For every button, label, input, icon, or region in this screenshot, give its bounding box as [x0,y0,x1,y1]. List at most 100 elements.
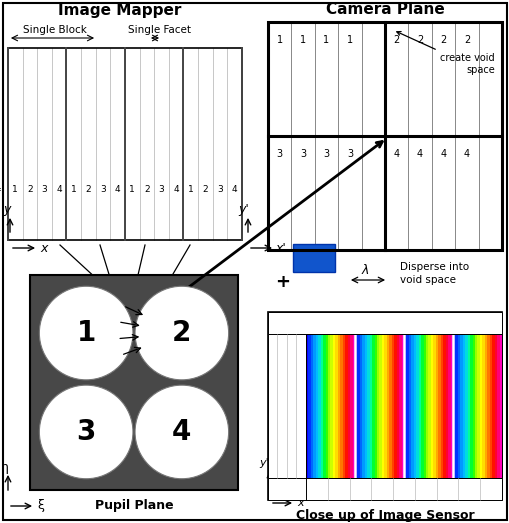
Bar [476,334,479,478]
Bar [437,334,440,478]
Bar [293,244,334,272]
Bar [464,334,467,478]
Text: y': y' [259,458,268,468]
Bar [386,334,389,478]
Text: 2: 2 [393,35,399,45]
Text: 4: 4 [56,186,62,195]
Bar [411,334,413,478]
Bar [8,48,242,240]
Bar [472,334,474,478]
Text: 2: 2 [439,35,446,45]
Bar [467,334,470,478]
Bar [445,334,448,478]
Text: 1: 1 [129,186,135,195]
Bar [332,334,335,478]
Bar [391,334,394,478]
Bar [349,334,352,478]
Text: Close up of Image Sensor: Close up of Image Sensor [295,508,473,521]
Text: +: + [275,273,290,291]
Circle shape [39,385,133,479]
Bar [489,334,492,478]
Bar [408,334,411,478]
Bar [460,334,462,478]
Text: 2: 2 [202,186,208,195]
Bar [323,334,325,478]
Text: x': x' [297,498,306,508]
Text: η: η [1,460,9,473]
Bar [372,334,374,478]
Text: 2: 2 [86,186,91,195]
Bar [320,334,323,478]
Text: Disperse into: Disperse into [399,262,468,272]
Text: 3: 3 [346,149,352,159]
Text: x: x [40,242,48,255]
Circle shape [39,286,133,380]
Bar [308,334,311,478]
Text: y: y [3,203,11,217]
Bar [347,334,350,478]
Bar [428,334,431,478]
Bar [366,334,370,478]
Bar [267,478,501,500]
Text: 4: 4 [393,149,399,159]
Bar [337,334,340,478]
Text: 4: 4 [416,149,422,159]
Bar [457,334,460,478]
Bar [403,334,406,478]
Text: 3: 3 [323,149,329,159]
Bar [494,334,497,478]
Bar [318,334,321,478]
Text: ξ: ξ [38,499,44,513]
Bar [305,334,501,478]
Text: 4: 4 [463,149,469,159]
Bar [440,334,443,478]
Bar [433,334,436,478]
Bar [352,334,355,478]
Bar [479,334,482,478]
Bar [359,334,362,478]
Bar [384,334,387,478]
Bar [267,334,305,478]
Bar [462,334,465,478]
Bar [310,334,313,478]
Bar [482,334,485,478]
Bar [361,334,364,478]
Bar [345,334,348,478]
Text: 1: 1 [188,186,193,195]
Bar [418,334,421,478]
Bar [447,334,450,478]
Text: 3: 3 [76,418,96,446]
Bar [455,334,458,478]
Text: Image Mapper: Image Mapper [58,3,181,17]
Bar [374,334,377,478]
Text: Single Facet: Single Facet [128,25,191,35]
Bar [415,334,418,478]
Text: 4: 4 [440,149,446,159]
Text: 1: 1 [76,319,96,347]
Text: 2: 2 [27,186,33,195]
Bar [396,334,399,478]
Bar [406,334,409,478]
Bar [325,334,328,478]
Bar [420,334,423,478]
Text: Pupil Plane: Pupil Plane [95,498,173,511]
Bar [267,312,501,334]
Bar [340,334,343,478]
Bar [442,334,445,478]
Text: Camera Plane: Camera Plane [325,3,443,17]
Bar [435,334,438,478]
Text: 2: 2 [144,186,150,195]
Text: λ: λ [360,264,368,277]
Text: Single Block: Single Block [23,25,87,35]
Bar [369,334,372,478]
Text: 1: 1 [346,35,352,45]
Bar [342,334,345,478]
Bar [452,334,455,478]
Bar [267,312,501,500]
Bar [393,334,397,478]
Bar [335,334,337,478]
Text: 3: 3 [299,149,305,159]
Bar [484,334,487,478]
Text: 4: 4 [173,186,179,195]
Text: 2: 2 [463,35,469,45]
